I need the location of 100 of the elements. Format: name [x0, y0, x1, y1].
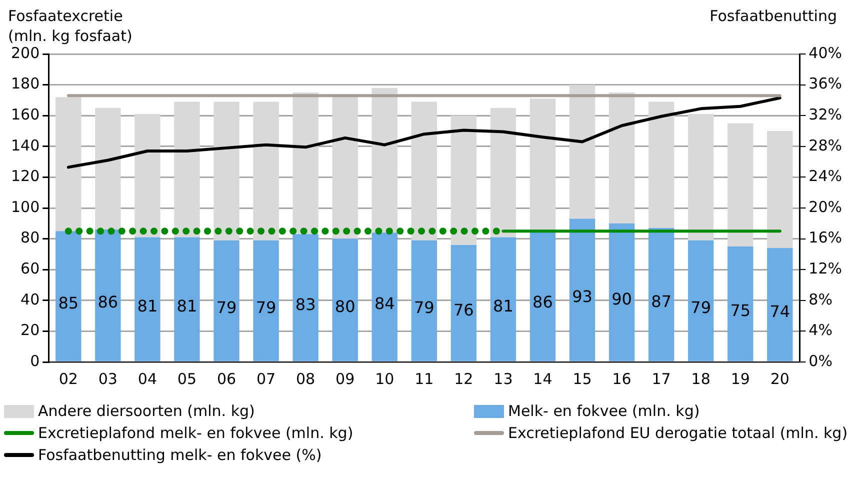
- bar: [450, 244, 477, 362]
- data-label: 76: [453, 300, 474, 320]
- bar: [648, 102, 674, 228]
- bar: [411, 102, 437, 240]
- bar: [214, 240, 240, 362]
- y2-tick-label: 24%: [808, 167, 842, 186]
- x-tick-label: 18: [691, 370, 710, 388]
- bar: [134, 114, 160, 238]
- y-tick-label: 20: [20, 321, 40, 340]
- bar: [372, 232, 398, 362]
- y-tick-label: 0: [30, 352, 40, 370]
- bar: [569, 218, 596, 362]
- bar: [56, 97, 82, 232]
- x-tick-label: 08: [296, 370, 316, 388]
- bar: [95, 108, 121, 230]
- data-label: 81: [493, 296, 514, 316]
- y2-tick-label: 0%: [808, 352, 832, 370]
- data-label: 85: [58, 293, 79, 312]
- bar: [332, 238, 358, 362]
- bar: [767, 131, 793, 248]
- data-label: 86: [98, 292, 118, 312]
- x-tick-label: 14: [533, 370, 552, 388]
- y-tick-label: 40: [20, 290, 40, 308]
- y-tick-label: 140: [10, 136, 40, 154]
- bar: [450, 116, 477, 245]
- x-tick-label: 09: [336, 370, 355, 388]
- y-tick-label: 100: [10, 198, 40, 216]
- bar: [411, 240, 437, 362]
- data-label: 93: [572, 287, 592, 306]
- bar: [688, 114, 714, 240]
- bar: [530, 230, 556, 362]
- x-tick-label: 05: [177, 370, 197, 388]
- bar: [292, 92, 318, 234]
- data-label: 74: [770, 302, 790, 321]
- x-tick-label: 15: [572, 370, 592, 388]
- x-tick-label: 02: [58, 370, 78, 388]
- x-tick-label: 16: [612, 370, 632, 388]
- data-label: 81: [176, 296, 198, 316]
- data-label: 84: [374, 294, 395, 314]
- y-tick-label: 160: [10, 105, 40, 124]
- legend-label: Melk- en fokvee (mln. kg): [508, 402, 700, 420]
- x-tick-label: 19: [730, 370, 750, 388]
- legend-label: Excretieplafond EU derogatie totaal (mln. kg): [508, 424, 848, 442]
- bar: [174, 102, 200, 238]
- bar: [253, 240, 279, 362]
- bar: [214, 102, 240, 240]
- x-tick-label: 03: [98, 370, 118, 388]
- x-tick-label: 13: [494, 370, 513, 388]
- y-tick-label: 120: [10, 167, 40, 186]
- bar: [648, 228, 674, 362]
- y-tick-label: 200: [10, 44, 40, 62]
- bar: [490, 108, 516, 238]
- bar: [174, 237, 200, 362]
- data-label: 90: [612, 289, 632, 308]
- bar: [728, 246, 754, 362]
- data-label: 79: [216, 298, 237, 317]
- y-axis-title: Fosfaatexcretie (mln. kg fosfaat): [8, 6, 132, 46]
- y2-tick-label: 12%: [808, 259, 842, 278]
- y2-tick-label: 28%: [808, 136, 842, 154]
- y2-axis-title: Fosfaatbenutting: [710, 6, 837, 26]
- bar: [253, 102, 279, 240]
- data-label: 79: [414, 298, 434, 317]
- bar: [608, 92, 635, 224]
- bar: [332, 94, 358, 239]
- y2-tick-label: 16%: [808, 228, 842, 247]
- bar: [728, 123, 754, 246]
- data-label: 75: [730, 301, 751, 320]
- data-label: 83: [295, 294, 316, 314]
- x-tick-label: 07: [256, 370, 276, 388]
- y2-tick-label: 32%: [808, 105, 842, 124]
- legend-label: Fosfaatbenutting melk- en fokvee (%): [38, 446, 322, 464]
- legend-label: Excretieplafond melk- en fokvee (mln. kg): [38, 424, 354, 442]
- bar: [767, 248, 793, 362]
- data-label: 79: [256, 298, 276, 317]
- x-tick-label: 04: [138, 370, 157, 388]
- x-tick-label: 12: [454, 370, 474, 388]
- legend-label: Andere diersoorten (mln. kg): [38, 402, 255, 420]
- bar: [95, 230, 121, 362]
- bar: [56, 231, 82, 362]
- data-label: 87: [651, 292, 672, 311]
- y2-tick-label: 36%: [808, 74, 842, 93]
- bar: [530, 98, 556, 230]
- y2-tick-label: 40%: [808, 44, 842, 62]
- data-label: 86: [532, 292, 553, 312]
- bar: [688, 240, 714, 362]
- bar: [490, 237, 516, 362]
- data-label: 80: [334, 297, 356, 316]
- x-tick-label: 11: [414, 370, 434, 388]
- data-label: 79: [690, 298, 712, 317]
- y-tick-label: 180: [10, 74, 40, 93]
- bar: [134, 237, 160, 362]
- bar: [569, 84, 596, 219]
- bar: [292, 234, 318, 362]
- data-label: 81: [137, 296, 158, 316]
- y2-tick-label: 8%: [808, 290, 832, 308]
- x-tick-label: 17: [652, 370, 671, 388]
- bar: [608, 223, 635, 362]
- y-tick-label: 80: [20, 228, 40, 247]
- y2-tick-label: 20%: [808, 198, 842, 216]
- x-tick-label: 10: [375, 370, 394, 388]
